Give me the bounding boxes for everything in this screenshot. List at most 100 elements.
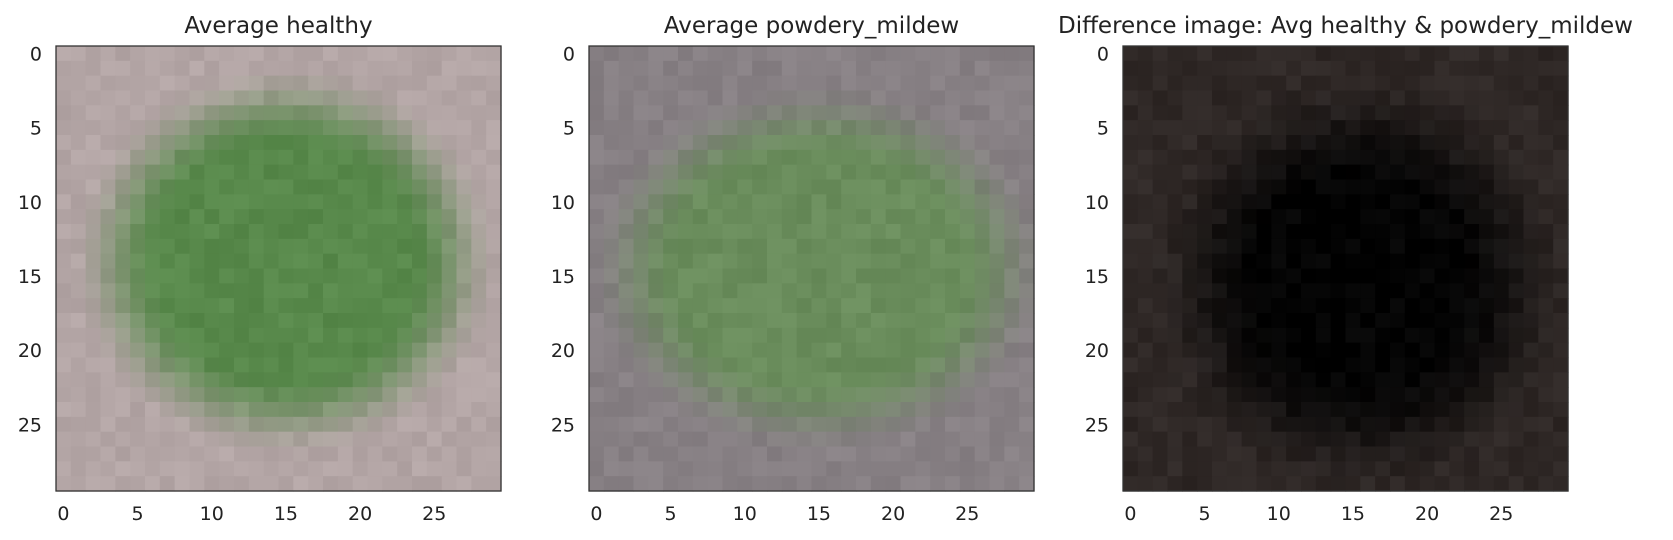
heatmap-cell [412,342,428,359]
heatmap-cell [1553,461,1569,477]
heatmap-cell [1197,446,1213,462]
heatmap-cell [412,431,428,448]
heatmap-cell [323,461,339,477]
heatmap-cell [263,416,280,433]
heatmap-cell [174,179,191,195]
heatmap-cell [441,268,458,284]
heatmap-cell [441,90,458,106]
heatmap-cell [1286,224,1302,240]
heatmap-cell [308,387,324,403]
heatmap-cell [678,164,694,181]
heatmap-cell [56,224,72,240]
heatmap-cell [945,461,961,477]
heatmap-cell [1182,431,1198,448]
heatmap-cell [648,120,664,136]
heatmap-cell [1360,327,1376,344]
heatmap-cell [1508,179,1525,195]
x-axis: 0 5 10 15 20 25 [590,503,979,525]
heatmap-cell [130,461,146,477]
heatmap-cell [234,476,250,492]
heatmap-cell [1271,268,1287,284]
heatmap-cell [1538,372,1554,388]
heatmap-cell [989,402,1005,418]
heatmap-cell [1182,90,1198,106]
heatmap-cell [1315,46,1332,62]
heatmap-cell [1137,416,1154,433]
heatmap-cell [486,46,502,62]
heatmap-cell [1137,402,1154,418]
y-tick-label: 15 [1085,266,1109,288]
heatmap-cell [382,105,398,121]
heatmap-cell [915,164,931,181]
chart-title: Average healthy [184,13,372,39]
heatmap-cell [633,135,649,151]
heatmap-cell [1256,342,1272,359]
heatmap-cell [781,135,798,151]
heatmap-cell [486,209,502,225]
heatmap-cell [1404,105,1421,121]
heatmap-cell [722,179,738,195]
heatmap-cell [293,327,309,344]
heatmap-cell [1538,416,1554,433]
heatmap-cell [737,120,753,136]
heatmap-cell [1508,164,1525,181]
heatmap-cell [397,209,413,225]
heatmap-cell [959,120,976,136]
heatmap-cell [1523,224,1539,240]
heatmap-cell [1523,268,1539,284]
heatmap-cell [1019,387,1035,403]
heatmap-cell [130,357,146,373]
heatmap-cell [1375,342,1391,359]
heatmap-cell [323,46,339,62]
heatmap-cell [692,224,709,240]
heatmap-cell [1241,46,1258,62]
heatmap-cell [70,327,87,344]
heatmap-cell [841,238,857,255]
heatmap-cell [426,120,443,136]
heatmap-cell [278,209,294,225]
heatmap-cell [1493,268,1510,284]
heatmap-cell [900,327,916,344]
heatmap-cell [85,372,102,388]
heatmap-cell [692,194,709,210]
heatmap-cell [56,372,72,388]
heatmap-cell [737,431,753,448]
heatmap-cell [618,431,635,448]
heatmap-cell [1390,105,1406,121]
heatmap-cell [1226,372,1243,388]
heatmap-cell [1212,387,1228,403]
heatmap-cell [945,209,961,225]
heatmap-cell [678,75,694,92]
heatmap-cell [752,342,768,359]
heatmap-cell [471,46,487,62]
heatmap-cell [826,46,842,62]
heatmap-cell [278,120,294,136]
heatmap-cell [1523,402,1539,418]
heatmap-cell [100,327,116,344]
heatmap-cell [692,416,709,433]
heatmap-cell [1419,224,1436,240]
heatmap-cell [1493,446,1510,462]
heatmap-cell [1256,416,1272,433]
heatmap-cell [100,387,116,403]
heatmap-cell [367,372,383,388]
heatmap-cell [1212,357,1228,373]
heatmap-cell [1197,372,1213,388]
heatmap-cell [1256,90,1272,106]
heatmap-cell [159,446,176,462]
heatmap-cell [1345,149,1361,166]
heatmap-cell [796,224,813,240]
heatmap-cell [1508,238,1525,255]
heatmap-cell [352,402,369,418]
heatmap-cell [1152,342,1169,359]
heatmap-cell [1360,313,1376,329]
heatmap-cell [678,298,694,314]
heatmap-cell [648,357,664,373]
heatmap-cell [633,342,649,359]
heatmap-cell [1123,461,1139,477]
heatmap-cell [1241,402,1258,418]
heatmap-cell [1345,164,1361,181]
heatmap-cell [1419,372,1436,388]
heatmap-cell [1360,194,1376,210]
heatmap-cell [1404,387,1421,403]
